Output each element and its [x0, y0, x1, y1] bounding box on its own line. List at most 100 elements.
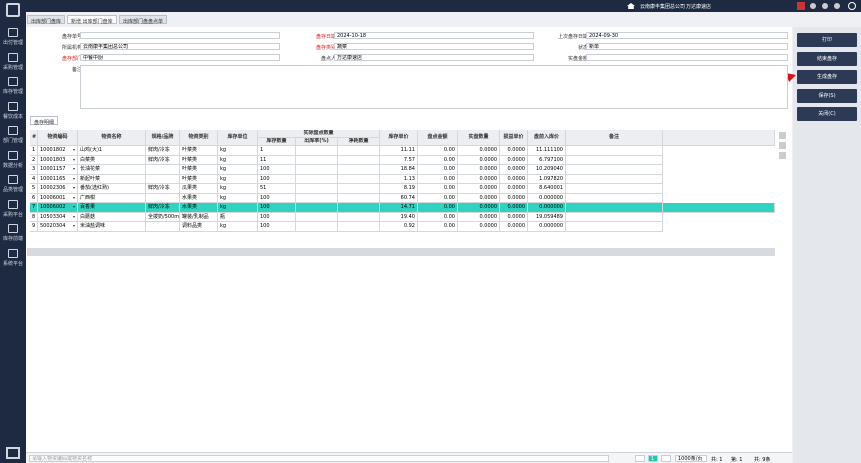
prev-button[interactable]	[635, 455, 645, 462]
table-cell[interactable]: 0.0000	[458, 174, 500, 184]
table-cell[interactable]: 5	[30, 184, 38, 194]
tool-icon[interactable]	[779, 142, 786, 149]
table-cell[interactable]: kg	[218, 193, 258, 203]
dropdown-arrow[interactable]	[73, 206, 75, 208]
table-cell[interactable]: 山鸡(大)1	[78, 146, 146, 156]
table-cell[interactable]: 鲜肉/冷冻	[146, 155, 180, 165]
table-cell[interactable]: kg	[218, 155, 258, 165]
table-cell[interactable]: 瓜果类	[180, 184, 218, 194]
page-size[interactable]: 1000条/页	[675, 455, 707, 462]
menu-label[interactable]: 采购管理	[2, 64, 23, 71]
field-input[interactable]: 万达康速店	[334, 54, 534, 61]
settings-icon[interactable]	[810, 3, 816, 9]
menu-label[interactable]: 餐饮成本	[2, 113, 23, 120]
table-cell[interactable]: 叶菜类	[180, 146, 218, 156]
theme-icon[interactable]	[834, 3, 840, 9]
table-cell[interactable]: 100	[258, 165, 296, 175]
table-cell[interactable]	[146, 165, 180, 175]
table-cell[interactable]: 白蘑菇	[78, 212, 146, 222]
table-cell[interactable]: 50020304	[38, 222, 78, 232]
field-input[interactable]: 中餐中厨	[80, 54, 280, 61]
table-cell[interactable]: 9	[30, 222, 38, 232]
table-cell[interactable]	[566, 174, 663, 184]
table-cell[interactable]: 8.640001	[528, 184, 566, 194]
table-cell[interactable]: 0.0000	[458, 203, 500, 213]
table-cell[interactable]	[296, 184, 338, 194]
table-cell[interactable]: 白菜类	[78, 155, 146, 165]
table-cell[interactable]: 0.000000	[528, 193, 566, 203]
table-cell[interactable]: 7	[30, 203, 38, 213]
table-cell[interactable]: 米油盐调味	[78, 222, 146, 232]
table-cell[interactable]: 水果类	[180, 203, 218, 213]
table-cell[interactable]: 0.000000	[528, 203, 566, 213]
table-cell[interactable]	[566, 165, 663, 175]
table-cell[interactable]: 10.209040	[528, 165, 566, 175]
table-cell[interactable]	[296, 174, 338, 184]
table-cell[interactable]	[296, 203, 338, 213]
table-cell[interactable]: 0.00	[418, 165, 458, 175]
table-cell[interactable]: 8	[30, 212, 38, 222]
table-cell[interactable]: 0.00	[418, 184, 458, 194]
table-cell[interactable]: 10006001	[38, 193, 78, 203]
table-cell[interactable]: 调料品类	[180, 222, 218, 232]
table-cell[interactable]: 6.797100	[528, 155, 566, 165]
table-cell[interactable]: 0.0000	[500, 174, 528, 184]
field-input[interactable]: 2024-10-18	[334, 32, 534, 39]
table-cell[interactable]: 鲜肉/冷冻	[146, 146, 180, 156]
power-icon[interactable]	[848, 2, 856, 10]
table-cell[interactable]: 8.19	[380, 184, 418, 194]
table-cell[interactable]	[338, 212, 380, 222]
field-input[interactable]: 云南康丰集团总公司	[80, 43, 280, 50]
dropdown-arrow[interactable]	[73, 168, 75, 170]
table-cell[interactable]: 0.0000	[458, 146, 500, 156]
table-cell[interactable]	[338, 146, 380, 156]
table-cell[interactable]	[338, 184, 380, 194]
table-cell[interactable]: 0.0000	[500, 146, 528, 156]
table-cell[interactable]: 0.0000	[458, 184, 500, 194]
table-cell[interactable]	[296, 146, 338, 156]
table-cell[interactable]: 0.00	[418, 203, 458, 213]
table-cell[interactable]	[338, 193, 380, 203]
table-cell[interactable]: 水果类	[180, 193, 218, 203]
menu-label[interactable]: 库存前端	[2, 236, 23, 242]
table-cell[interactable]: 0.0000	[500, 184, 528, 194]
table-cell[interactable]: 0.00	[418, 212, 458, 222]
field-input[interactable]: 蔬菜	[334, 43, 534, 50]
table-cell[interactable]: 瓶	[218, 212, 258, 222]
table-cell[interactable]: 0.0000	[458, 165, 500, 175]
table-cell[interactable]: 鲜肉/冷冻	[146, 203, 180, 213]
tab[interactable]: 出库部门盘库	[27, 15, 66, 25]
table-cell[interactable]	[566, 222, 663, 232]
user[interactable]: 万达康速店	[686, 4, 712, 10]
menu-label[interactable]: 采购平台	[2, 211, 23, 218]
table-cell[interactable]	[296, 193, 338, 203]
field-input[interactable]: 新单	[586, 43, 788, 50]
table-cell[interactable]: 叶菜类	[180, 165, 218, 175]
menu-icon[interactable]	[8, 224, 18, 233]
table-cell[interactable]: kg	[218, 203, 258, 213]
menu-label[interactable]: 出付管理	[2, 40, 23, 46]
table-cell[interactable]: 18.84	[380, 165, 418, 175]
table-cell[interactable]: 11.11	[380, 146, 418, 156]
table-cell[interactable]: 19.059489	[528, 212, 566, 222]
table-cell[interactable]: 长油花菜	[78, 165, 146, 175]
table-cell[interactable]: 罐装/乳制品	[180, 212, 218, 222]
table-cell[interactable]: 全拨奶/500ml瓶	[146, 212, 180, 222]
search-input[interactable]: 请输入物资编码或物资名称	[29, 455, 609, 462]
action-button[interactable]: 结束盘存	[797, 51, 857, 66]
table-cell[interactable]: 0.0000	[458, 155, 500, 165]
table-cell[interactable]: 6	[30, 193, 38, 203]
table-cell[interactable]: 10002306	[38, 184, 78, 194]
table-cell[interactable]	[146, 222, 180, 232]
table-cell[interactable]: 番茄(选红熟)	[78, 184, 146, 194]
table-cell[interactable]: 0.0000	[500, 165, 528, 175]
table-cell[interactable]: 0.00	[418, 193, 458, 203]
table-cell[interactable]: 0.0000	[500, 203, 528, 213]
table-cell[interactable]	[296, 212, 338, 222]
menu-icon[interactable]	[8, 175, 18, 184]
table-cell[interactable]: 0.0000	[500, 193, 528, 203]
table-cell[interactable]	[296, 155, 338, 165]
dropdown-arrow[interactable]	[73, 177, 75, 180]
menu-icon[interactable]	[8, 52, 18, 62]
dropdown-arrow[interactable]	[73, 187, 75, 189]
